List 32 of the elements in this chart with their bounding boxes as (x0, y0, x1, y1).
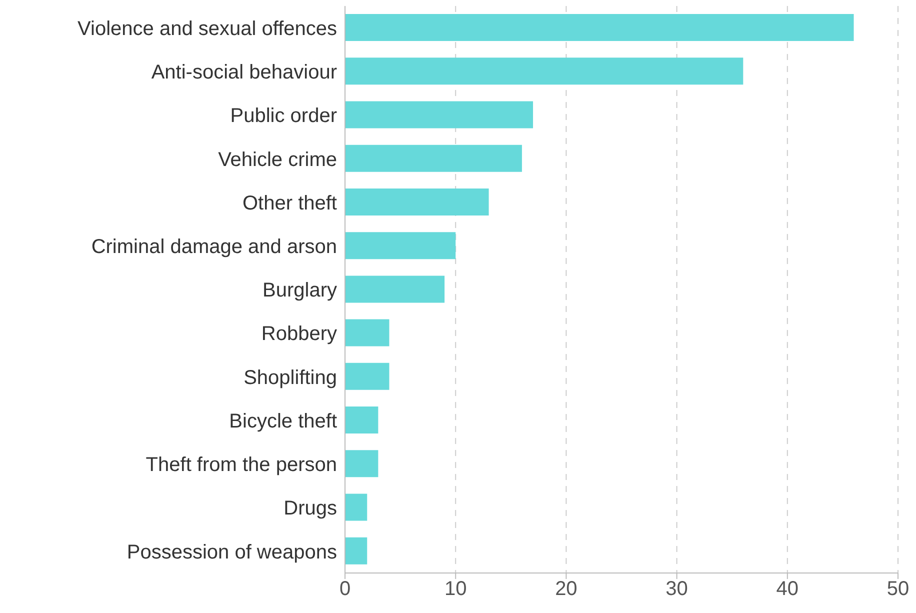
y-tick-label: Anti-social behaviour (151, 62, 338, 84)
bar (345, 14, 854, 41)
bar (345, 406, 378, 434)
y-tick-label: Vehicle crime (218, 148, 337, 171)
bar (345, 188, 489, 216)
x-tick-label: 10 (444, 578, 467, 600)
bar (345, 276, 445, 303)
bar (345, 537, 368, 564)
y-tick-label: Violence and sexual offences (78, 18, 337, 40)
y-tick-label: Possession of weapons (126, 541, 337, 564)
x-tick-label: 40 (776, 578, 799, 600)
y-tick-label: Robbery (261, 323, 337, 346)
y-tick-label: Bicycle theft (229, 410, 338, 432)
bar (345, 101, 534, 128)
x-tick-label: 30 (666, 578, 688, 600)
bar (345, 362, 390, 390)
x-tick-label: 50 (886, 578, 910, 600)
y-tick-label: Drugs (284, 498, 337, 520)
bar (345, 450, 378, 478)
bar (345, 144, 522, 172)
x-tick-label: 20 (555, 578, 578, 600)
bar (345, 494, 368, 521)
y-tick-label: Shoplifting (244, 366, 337, 389)
bar (345, 319, 390, 346)
y-tick-label: Criminal damage and arson (91, 236, 337, 258)
y-tick-label: Burglary (262, 280, 337, 302)
x-tick-label: 0 (339, 578, 351, 600)
y-tick-label: Other theft (242, 192, 338, 214)
y-tick-label: Theft from the person (146, 454, 337, 476)
bar (345, 232, 456, 260)
bar (345, 58, 744, 85)
y-tick-label: Public order (230, 105, 338, 128)
